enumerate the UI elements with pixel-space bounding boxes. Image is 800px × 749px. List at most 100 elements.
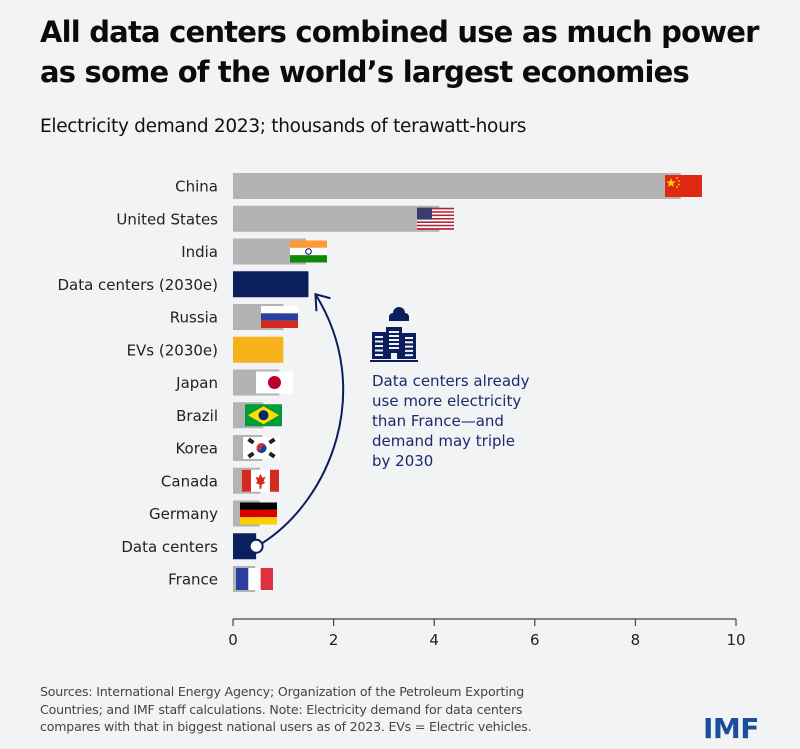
window [389,335,399,337]
annotation-text-line: by 2030 [372,452,433,470]
flag-trigram [268,437,276,445]
window [389,339,399,341]
window [389,343,399,345]
category-label: Korea [175,440,218,458]
annotation-origin-marker [248,538,264,554]
flag-stripe [417,211,454,213]
window [405,354,413,357]
flag-china-icon [665,175,702,197]
flag-chakra [305,248,312,255]
flag-stripe [417,207,454,210]
flag-band [236,568,249,590]
flags [236,175,702,590]
flag-taeguk [256,445,267,453]
flag-stripe [417,228,454,230]
flag-russia-icon [261,306,298,328]
category-label: United States [116,210,218,228]
bar-data-centers [233,533,257,560]
bar-evs-2030e [233,336,284,363]
x-tick-label: 4 [429,631,439,649]
flag-band [260,568,273,590]
x-tick-label: 2 [329,631,339,649]
flag-band [290,240,327,248]
flag-band [270,469,279,492]
flag-stripe [417,214,454,217]
ground-line [370,360,418,362]
x-axis: 0 2 4 6 8 10 [228,618,746,649]
flag-stripe [417,216,454,218]
flag-band [240,502,277,510]
flag-disc [268,376,281,389]
door [391,353,397,359]
flag-band [248,568,261,590]
category-label: Brazil [176,407,218,425]
window [405,345,413,348]
window [375,336,383,338]
annotation-text-line: demand may triple [372,432,515,450]
annotation-text-line: use more electricity [372,392,521,410]
bar-united-states [233,205,440,232]
window [375,354,383,356]
flag-stripe [417,226,454,229]
flag-trigram [268,451,276,459]
source-line: Sources: International Energy Agency; Or… [40,684,525,699]
flag-stripe [417,217,454,220]
window [389,347,399,349]
category-label: Russia [170,309,218,327]
x-tick-label: 0 [228,631,238,649]
category-label: France [168,571,218,589]
flag-star [676,177,678,179]
flag-korea-icon [243,437,280,459]
category-label: Germany [149,505,218,523]
bar-china [233,173,681,199]
flag-stripe [417,212,454,215]
annotation-arrow [261,293,345,545]
flag-germany-icon [240,502,277,525]
category-label: EVs (2030e) [127,341,218,359]
category-label: India [181,243,218,261]
flag-globe [258,410,269,421]
flag-brazil-icon [245,404,282,427]
x-tick-label: 6 [530,631,540,649]
flag-stripe [417,219,454,222]
bar-data-centers-2030e [233,271,309,298]
flag-stripe [417,221,454,223]
flag-band [290,255,327,263]
annotation: Data centers already use more electricity… [248,292,530,554]
flag-trigram [247,451,255,459]
flag-trigram [247,437,255,445]
category-label: Data centers [121,538,218,556]
flag-usa-icon [417,207,454,230]
annotation-text-line: than France—and [372,412,504,430]
source-note: Sources: International Energy Agency; Or… [40,683,660,736]
cloud-icon [389,316,409,321]
flag-band [242,469,251,492]
flag-field [665,175,702,197]
category-label: China [175,178,218,196]
window [389,331,399,333]
category-label: Canada [161,472,218,490]
imf-logo: IMF [703,712,759,745]
flag-japan-icon [256,371,293,394]
source-line: Countries; and IMF staff calculations. N… [40,701,523,717]
window [375,349,383,352]
flag-star [676,186,678,188]
window [375,340,383,343]
x-tick-label: 10 [726,631,745,649]
flag-band [240,517,277,525]
flag-band [290,247,327,256]
flag-band [240,509,277,518]
flag-band [261,313,298,321]
flag-france-icon [236,568,273,590]
flag-maple-leaf [255,473,266,489]
window [405,337,413,339]
flag-stripe [417,222,454,225]
data-center-building-icon [370,307,418,362]
category-labels: China United States India Data centers (203… [57,178,218,589]
flag-star [678,180,680,182]
arrowhead-icon [314,292,331,312]
window [405,349,413,352]
flag-canton [417,207,432,220]
category-label: Japan [175,374,218,392]
